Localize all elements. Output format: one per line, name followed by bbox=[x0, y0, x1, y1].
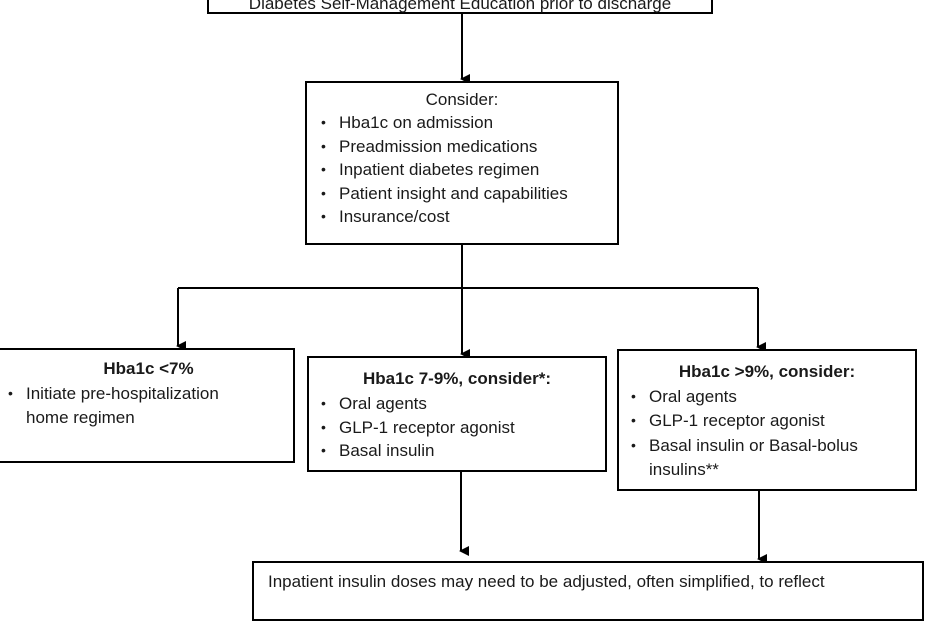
hba1c-lt7-heading: Hba1c <7% bbox=[103, 359, 194, 378]
consider-item: Inpatient diabetes regimen bbox=[317, 158, 617, 182]
hba1c-gt9-item: Oral agents bbox=[627, 385, 897, 409]
hba1c-gt9-list: Oral agents GLP-1 receptor agonist Basal… bbox=[627, 385, 897, 481]
consider-item: Insurance/cost bbox=[317, 205, 617, 229]
top-box-text: Diabetes Self-Management Education prior… bbox=[248, 0, 672, 13]
hba1c-7-9-heading: Hba1c 7-9%, consider*: bbox=[362, 369, 551, 388]
bottom-box-insulin-note: Inpatient insulin doses may need to be a… bbox=[252, 561, 924, 621]
hba1c-gt9-box: Hba1c >9%, consider: Oral agents GLP-1 r… bbox=[617, 349, 917, 491]
top-box-dsme: Diabetes Self-Management Education prior… bbox=[207, 0, 713, 14]
hba1c-gt9-heading: Hba1c >9%, consider: bbox=[678, 362, 856, 381]
consider-box: Consider: Hba1c on admission Preadmissio… bbox=[305, 81, 619, 245]
hba1c-7-9-item: Oral agents bbox=[317, 392, 605, 416]
hba1c-gt9-item: Basal insulin or Basal-bolus insulins** bbox=[627, 434, 897, 481]
consider-item: Hba1c on admission bbox=[317, 111, 617, 135]
hba1c-7-9-box: Hba1c 7-9%, consider*: Oral agents GLP-1… bbox=[307, 356, 607, 472]
hba1c-lt7-list: Initiate pre-hospitalization home regime… bbox=[4, 382, 264, 429]
hba1c-7-9-item: GLP-1 receptor agonist bbox=[317, 416, 605, 440]
consider-item: Patient insight and capabilities bbox=[317, 182, 617, 206]
hba1c-gt9-item: GLP-1 receptor agonist bbox=[627, 409, 897, 433]
consider-heading: Consider: bbox=[425, 90, 499, 109]
hba1c-7-9-list: Oral agents GLP-1 receptor agonist Basal… bbox=[317, 392, 605, 463]
bottom-box-text: Inpatient insulin doses may need to be a… bbox=[268, 572, 825, 591]
consider-item: Preadmission medications bbox=[317, 135, 617, 159]
hba1c-7-9-item: Basal insulin bbox=[317, 439, 605, 463]
hba1c-lt7-box: Hba1c <7% Initiate pre-hospitalization h… bbox=[0, 348, 295, 463]
hba1c-lt7-item: Initiate pre-hospitalization home regime… bbox=[4, 382, 264, 429]
flow-connectors bbox=[176, 14, 767, 564]
consider-list: Hba1c on admission Preadmission medicati… bbox=[317, 111, 617, 229]
